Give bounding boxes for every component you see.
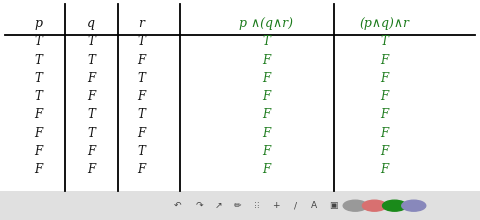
Text: F: F (380, 53, 388, 67)
Text: T: T (87, 53, 95, 67)
Circle shape (402, 200, 426, 211)
Text: F: F (380, 108, 388, 121)
Text: ↗: ↗ (215, 201, 222, 210)
Text: r: r (139, 16, 144, 30)
Text: A: A (312, 201, 317, 210)
Text: ▣: ▣ (329, 201, 338, 210)
Text: /: / (294, 201, 297, 210)
Text: F: F (380, 145, 388, 158)
Text: F: F (87, 163, 95, 176)
Text: T: T (138, 108, 145, 121)
Text: ⁝⁝: ⁝⁝ (254, 201, 260, 210)
Text: F: F (380, 126, 388, 140)
Text: T: T (35, 72, 42, 85)
Text: T: T (138, 145, 145, 158)
Text: p ∧(q∧r): p ∧(q∧r) (240, 16, 293, 30)
Text: F: F (35, 108, 42, 121)
Text: F: F (35, 163, 42, 176)
Text: F: F (35, 145, 42, 158)
FancyBboxPatch shape (0, 191, 480, 220)
Text: F: F (380, 72, 388, 85)
Text: T: T (263, 35, 270, 48)
Text: T: T (35, 35, 42, 48)
Text: (p∧q)∧r: (p∧q)∧r (359, 16, 409, 30)
Text: ↶: ↶ (174, 201, 181, 210)
Text: q: q (87, 16, 95, 30)
Circle shape (383, 200, 407, 211)
Text: ✏: ✏ (234, 201, 241, 210)
Text: T: T (380, 35, 388, 48)
Text: F: F (87, 72, 95, 85)
Circle shape (362, 200, 386, 211)
Text: T: T (87, 126, 95, 140)
Text: F: F (380, 163, 388, 176)
Text: +: + (272, 201, 280, 210)
Text: F: F (263, 108, 270, 121)
Circle shape (343, 200, 367, 211)
Text: F: F (380, 90, 388, 103)
Text: F: F (138, 90, 145, 103)
Text: F: F (138, 126, 145, 140)
Text: F: F (263, 90, 270, 103)
Text: F: F (87, 145, 95, 158)
Text: F: F (263, 53, 270, 67)
Text: ↷: ↷ (195, 201, 203, 210)
Text: F: F (263, 145, 270, 158)
Text: F: F (138, 53, 145, 67)
Text: F: F (263, 126, 270, 140)
Text: T: T (138, 72, 145, 85)
Text: F: F (35, 126, 42, 140)
Text: p: p (35, 16, 42, 30)
Text: T: T (87, 35, 95, 48)
Text: T: T (138, 35, 145, 48)
Text: T: T (35, 53, 42, 67)
Text: F: F (263, 163, 270, 176)
Text: F: F (263, 72, 270, 85)
Text: T: T (87, 108, 95, 121)
Text: F: F (138, 163, 145, 176)
Text: F: F (87, 90, 95, 103)
Text: T: T (35, 90, 42, 103)
